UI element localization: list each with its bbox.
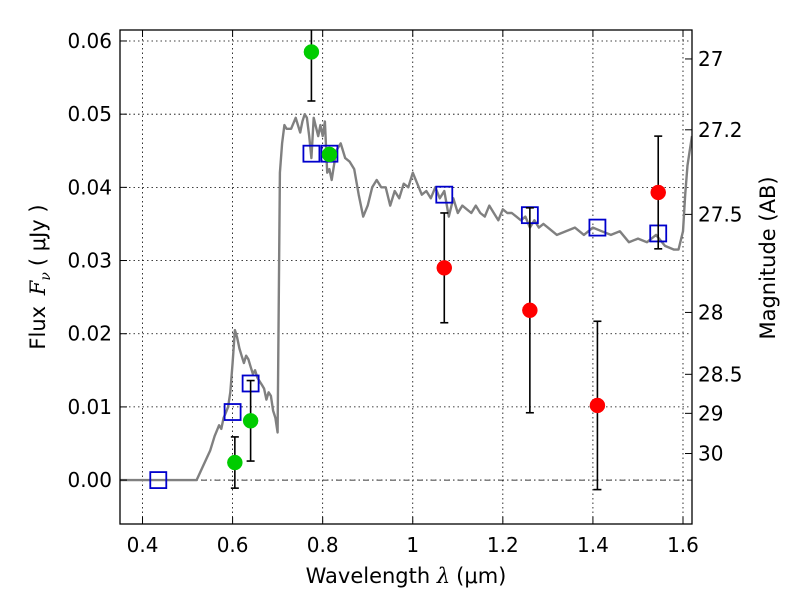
observed-flux-green-point <box>242 413 259 429</box>
mag-tick-label: 28.5 <box>698 362 743 386</box>
y-axis-label-prefix: Flux <box>26 299 50 349</box>
model-flux-square <box>223 403 242 421</box>
y-tick-label: 0.03 <box>67 249 112 273</box>
y-tick-label: 0.02 <box>67 322 112 346</box>
x-tick-label: 1.4 <box>577 533 609 557</box>
model-flux-square <box>435 185 454 204</box>
observed-flux-green-point <box>227 454 243 471</box>
x-tick-label: 1.2 <box>487 533 519 557</box>
y-tick-label: 0.01 <box>67 395 112 419</box>
observed-flux-red-point <box>589 397 606 414</box>
x-tick-label: 0.8 <box>307 533 339 557</box>
sed-model-line <box>120 112 692 482</box>
x-axis-label-symbol: λ <box>436 564 450 588</box>
mag-tick-label: 27.5 <box>698 202 743 226</box>
model-flux-square <box>149 471 168 489</box>
y-tick-label: 0.05 <box>67 102 112 126</box>
x-axis-label-unit: (μm) <box>456 564 506 588</box>
axis-ticks: 0.4 0.6 0.8 1 1.2 1.4 1.6 0.00 0.01 0.02 0.03 0.04 0… <box>67 29 742 557</box>
mag-tick-label: 27 <box>698 47 723 71</box>
y-tick-label: 0.00 <box>67 468 112 492</box>
model-flux-square <box>588 218 607 237</box>
magnitude-axis-label: Magnitude (AB) <box>756 176 780 339</box>
y-axis-label-symbol: F <box>26 279 50 296</box>
observed-flux-green-point <box>303 44 320 60</box>
x-tick-label: 1 <box>406 533 419 557</box>
y-axis-label-sub: ν <box>38 272 54 281</box>
x-tick-label: 1.6 <box>667 533 699 557</box>
mag-tick-label: 28 <box>698 300 723 324</box>
observed-flux-red-point <box>436 260 453 276</box>
x-axis-label: Wavelength λ (μm) <box>306 564 507 588</box>
y-tick-label: 0.04 <box>67 175 112 199</box>
x-axis-label-prefix: Wavelength <box>306 564 437 588</box>
observed-flux-red-point <box>522 302 538 319</box>
x-tick-label: 0.6 <box>217 533 249 557</box>
observed-flux-red-point <box>650 184 666 201</box>
plot-area <box>120 30 692 491</box>
mag-tick-label: 29 <box>698 401 723 425</box>
observed-flux-green-point <box>321 146 338 163</box>
axes-frame <box>119 29 693 525</box>
y-axis-label-unit: ( μJy ) <box>26 204 50 266</box>
mag-tick-label: 30 <box>698 442 723 466</box>
model-flux-square <box>302 144 321 163</box>
y-tick-label: 0.06 <box>67 29 112 53</box>
x-tick-label: 0.4 <box>127 533 159 557</box>
y-axis-label: Flux Fν ( μJy ) <box>26 204 54 349</box>
mag-tick-label: 27.2 <box>698 118 743 142</box>
